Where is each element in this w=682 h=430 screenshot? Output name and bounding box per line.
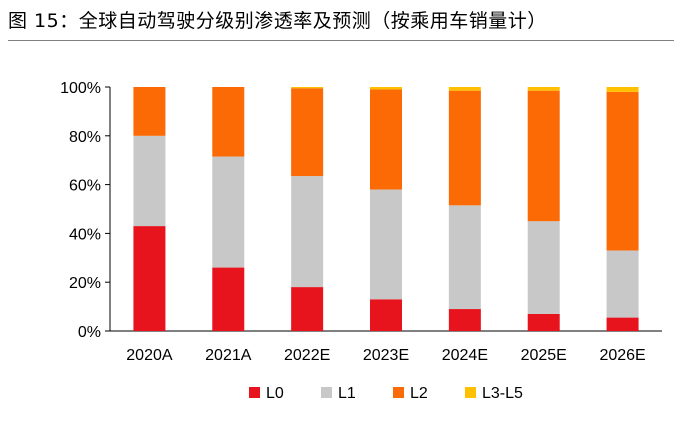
legend-label-l2: L2 (410, 385, 428, 402)
bar-l1-2023e (370, 189, 402, 300)
bar-l1-2026e (606, 250, 639, 318)
legend-label-l0: L0 (266, 385, 284, 402)
bar-l1-2024e (448, 205, 481, 310)
bar-l2-2025e (527, 90, 560, 222)
bar-l1-2022e (291, 176, 324, 288)
bar-l0-2021a (212, 267, 245, 331)
legend: L0 L1 L2 L3-L5 (249, 385, 523, 402)
x-tick-label: 2021A (205, 347, 252, 364)
bar-l0-2025e (527, 313, 560, 331)
bar-l2-2026e (606, 91, 639, 251)
bar-l2-2020a (133, 87, 166, 136)
y-tick-label: 80% (69, 129, 101, 146)
bar-l2-2023e (370, 89, 402, 190)
bar-l3-l5-2023e (370, 87, 402, 90)
x-tick-label: 2024E (442, 347, 488, 364)
y-axis: 0% 20% 40% 60% 80% 100% (60, 80, 111, 341)
x-tick-label: 2020A (126, 347, 173, 364)
bar-l2-2022e (291, 88, 324, 177)
x-tick-label: 2023E (363, 347, 409, 364)
bar-l0-2026e (606, 317, 639, 331)
bar-l1-2025e (527, 221, 560, 314)
y-tick-label: 20% (69, 275, 101, 292)
bar-l3-l5-2025e (527, 87, 560, 91)
bar-l1-2020a (133, 135, 166, 227)
x-axis: 2020A 2021A 2022E 2023E 2024E 2025E 2026E (110, 330, 662, 364)
bar-l0-2020a (133, 226, 166, 331)
bar-l0-2024e (448, 309, 481, 331)
bar-l0-2022e (291, 287, 324, 331)
bar-l3-l5-2022e (291, 87, 324, 89)
bar-l2-2024e (448, 90, 481, 206)
bars (133, 87, 639, 331)
x-tick-label: 2026E (599, 347, 645, 364)
legend-swatch-l2 (393, 387, 404, 398)
legend-label-l3-l5: L3-L5 (482, 385, 523, 402)
legend-label-l1: L1 (338, 385, 356, 402)
title-divider (8, 40, 674, 41)
chart-title: 图 15：全球自动驾驶分级别渗透率及预测（按乘用车销量计） (8, 10, 547, 32)
legend-swatch-l3-l5 (465, 387, 476, 398)
legend-swatch-l0 (249, 387, 260, 398)
bar-l0-2023e (370, 299, 402, 331)
y-tick-label: 60% (69, 178, 101, 195)
x-tick-label: 2022E (284, 347, 330, 364)
bar-l1-2021a (212, 156, 245, 268)
y-tick-label: 40% (69, 226, 101, 243)
bar-l3-l5-2024e (448, 87, 481, 91)
legend-swatch-l1 (321, 387, 332, 398)
y-tick-label: 100% (60, 80, 101, 97)
bar-l2-2021a (212, 87, 245, 157)
y-tick-label: 0% (78, 324, 101, 341)
bar-l3-l5-2026e (606, 87, 639, 92)
x-tick-label: 2025E (521, 347, 567, 364)
